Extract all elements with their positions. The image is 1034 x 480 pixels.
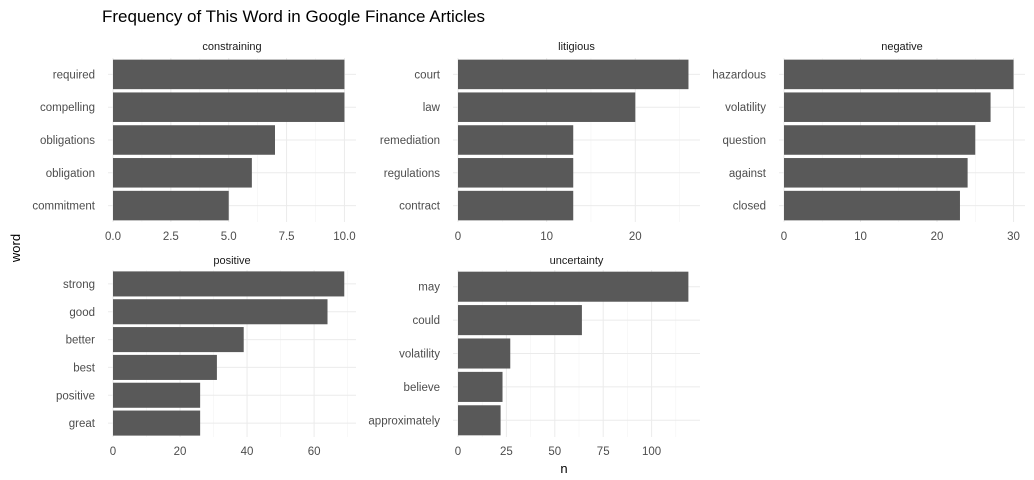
y-tick-label: may	[418, 282, 440, 294]
y-tick-label: hazardous	[712, 69, 766, 81]
y-tick-label: obligation	[46, 168, 95, 180]
facet-panel-constraining: constraining required compelling obligation…	[32, 41, 356, 243]
bar-obligations	[113, 125, 275, 155]
y-tick-label: could	[413, 315, 441, 327]
bar-best	[113, 354, 217, 380]
x-axis-title: n	[560, 461, 567, 476]
bar-remediation	[458, 125, 574, 155]
bar-believe	[458, 371, 503, 402]
x-tick-label: 0.0	[105, 231, 121, 243]
x-tick-label: 20	[629, 231, 642, 243]
y-tick-label: better	[66, 335, 96, 347]
x-tick-label: 100	[642, 446, 661, 458]
y-tick-label: obligations	[40, 135, 95, 147]
y-tick-label: closed	[733, 201, 766, 213]
x-tick-label: 50	[548, 446, 561, 458]
x-tick-label: 10	[540, 231, 553, 243]
facet-panel-negative: negative hazardous volatility question again…	[712, 41, 1025, 243]
x-tick-label: 0	[110, 446, 116, 458]
x-tick-label: 25	[500, 446, 513, 458]
x-tick-label: 0	[781, 231, 787, 243]
x-tick-label: 10.0	[333, 231, 355, 243]
y-tick-label: believe	[404, 382, 440, 394]
y-tick-label: regulations	[384, 168, 441, 180]
bar-court	[458, 59, 689, 90]
bar-commitment	[113, 190, 229, 221]
x-tick-label: 75	[597, 446, 610, 458]
y-tick-label: volatility	[399, 349, 440, 361]
facet-label: litigious	[558, 41, 595, 53]
x-tick-label: 30	[1007, 231, 1020, 243]
bar-volatility	[458, 338, 511, 369]
bar-positive	[113, 382, 201, 408]
y-tick-label: great	[69, 418, 96, 430]
bar-required	[113, 59, 345, 90]
y-tick-label: approximately	[368, 415, 440, 427]
x-tick-label: 7.5	[279, 231, 295, 243]
bar-could	[458, 305, 582, 336]
bar-great	[113, 410, 201, 436]
x-tick-label: 0	[455, 446, 461, 458]
facet-label: constraining	[202, 41, 261, 53]
bar-better	[113, 327, 244, 353]
y-tick-label: remediation	[380, 135, 440, 147]
bar-question	[784, 125, 976, 155]
y-tick-label: strong	[63, 279, 95, 291]
facet-label: positive	[213, 255, 250, 267]
y-tick-label: against	[729, 168, 767, 180]
x-tick-label: 20	[174, 446, 187, 458]
x-tick-label: 0	[455, 231, 461, 243]
bar-contract	[458, 190, 574, 221]
x-tick-label: 20	[931, 231, 944, 243]
y-tick-label: good	[69, 307, 95, 319]
bar-good	[113, 299, 328, 325]
y-tick-label: volatility	[725, 102, 766, 114]
x-tick-label: 40	[241, 446, 254, 458]
y-tick-label: contract	[399, 201, 441, 213]
x-tick-label: 60	[308, 446, 321, 458]
y-tick-label: court	[414, 69, 440, 81]
facet-label: negative	[881, 41, 923, 53]
chart-title: Frequency of This Word in Google Finance…	[102, 7, 485, 26]
y-tick-label: best	[73, 362, 96, 374]
y-tick-label: commitment	[32, 201, 95, 213]
x-tick-label: 2.5	[163, 231, 179, 243]
facet-label: uncertainty	[550, 255, 604, 267]
bar-approximately	[458, 405, 501, 436]
facet-panel-litigious: litigious court law remediation regulations c…	[380, 41, 700, 243]
facet-panel-uncertainty: uncertainty may could volatility believe appr…	[368, 255, 700, 458]
bar-law	[458, 92, 636, 122]
y-tick-label: positive	[56, 390, 95, 402]
x-tick-label: 5.0	[221, 231, 237, 243]
bar-may	[458, 271, 689, 302]
bar-obligation	[113, 158, 252, 188]
y-tick-label: question	[723, 135, 766, 147]
bar-regulations	[458, 158, 574, 188]
y-tick-label: required	[53, 69, 95, 81]
y-axis-title: word	[8, 234, 23, 263]
facet-panel-positive: positive strong good better best positive grea…	[56, 255, 356, 458]
bar-against	[784, 158, 968, 188]
y-tick-label: law	[423, 102, 441, 114]
bar-compelling	[113, 92, 345, 122]
y-tick-label: compelling	[40, 102, 95, 114]
bar-closed	[784, 190, 960, 221]
bar-strong	[113, 271, 345, 297]
bar-volatility	[784, 92, 991, 122]
bar-hazardous	[784, 59, 1014, 90]
x-tick-label: 10	[854, 231, 867, 243]
